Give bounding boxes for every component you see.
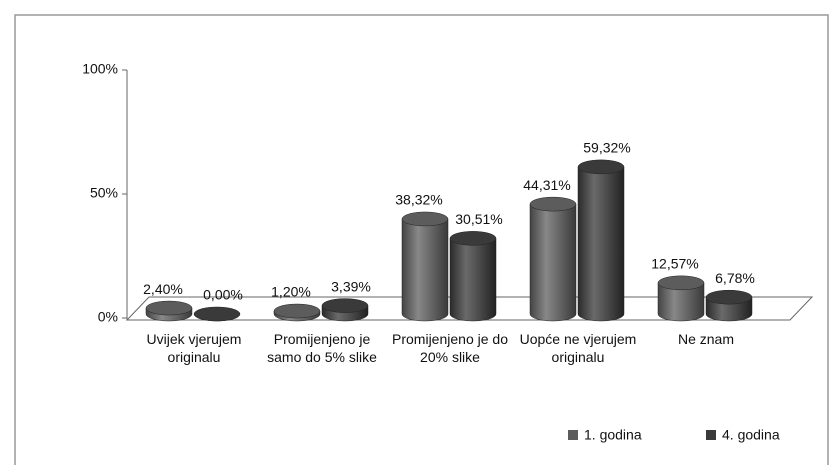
legend-label: 4. godina [722,427,780,443]
y-tick-label: 0% [98,309,118,325]
x-tick-label: Promijenjeno je samo do 5% slike [267,331,377,365]
bar-top [577,159,625,175]
data-label: 12,57% [651,256,698,272]
bar-top [657,275,705,291]
x-tick-label: Uvijek vjerujem originalu [146,331,242,365]
data-label: 44,31% [523,177,570,193]
data-label: 30,51% [455,211,502,227]
legend-label: 1. godina [584,427,642,443]
x-tick-label: Promijenjeno je do 20% slike [392,331,508,365]
bar [657,282,705,322]
bar-top [273,303,321,319]
data-label: 2,40% [143,281,183,297]
data-label: 1,20% [271,284,311,300]
bar-top [193,306,241,322]
y-tick-label: 100% [82,61,118,77]
data-label: 0,00% [203,287,243,303]
bar-top [529,196,577,212]
bar-top [449,231,497,246]
bar-top [321,298,369,313]
frame [14,14,829,465]
bar [449,238,497,322]
bar [529,203,577,322]
bar [577,166,625,322]
bar-top [401,211,449,227]
x-tick-label: Uopće ne vjerujem originalu [519,331,637,365]
bar-top [705,289,753,305]
legend-swatch [568,430,578,440]
data-label: 3,39% [331,278,371,294]
y-tick-label: 50% [90,185,118,201]
legend-swatch [706,430,716,440]
data-label: 6,78% [715,270,755,286]
bar [401,218,449,322]
data-label: 38,32% [395,192,442,208]
data-label: 59,32% [583,140,630,156]
x-tick-label: Ne znam [677,331,735,347]
bar-top [145,300,193,316]
